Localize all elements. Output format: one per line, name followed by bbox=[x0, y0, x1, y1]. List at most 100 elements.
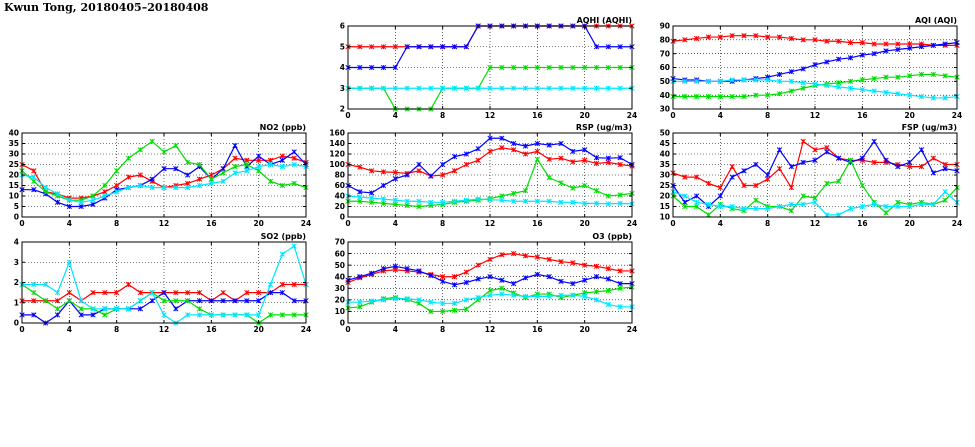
data-point-green bbox=[788, 88, 794, 94]
data-point-cyan bbox=[741, 77, 747, 83]
data-point-cyan bbox=[357, 299, 363, 305]
data-point-cyan bbox=[942, 95, 948, 101]
data-point-blue bbox=[196, 298, 203, 304]
data-point-blue bbox=[776, 147, 783, 153]
data-point-green bbox=[54, 306, 61, 312]
data-point-green bbox=[930, 71, 936, 78]
data-point-blue bbox=[558, 140, 564, 147]
data-point-blue bbox=[859, 155, 865, 161]
data-point-green bbox=[753, 92, 759, 98]
x-tick-label: 20 bbox=[579, 219, 589, 228]
data-point-blue bbox=[753, 161, 759, 168]
data-point-cyan bbox=[942, 189, 948, 195]
data-point-cyan bbox=[499, 85, 505, 91]
y-tick-label: 40 bbox=[335, 272, 345, 281]
data-point-cyan bbox=[173, 184, 179, 191]
y-tick-label: 90 bbox=[660, 22, 670, 31]
data-point-cyan bbox=[871, 88, 877, 94]
data-point-red bbox=[682, 37, 688, 43]
data-point-cyan bbox=[487, 197, 493, 203]
data-point-blue bbox=[812, 62, 818, 68]
data-point-blue bbox=[475, 276, 481, 282]
data-point-red bbox=[66, 289, 72, 296]
data-point-green bbox=[741, 93, 747, 100]
data-point-green bbox=[800, 85, 806, 91]
x-tick-label: 4 bbox=[718, 219, 723, 228]
data-point-cyan bbox=[918, 93, 925, 100]
data-point-cyan bbox=[102, 193, 108, 199]
data-point-blue bbox=[404, 172, 410, 178]
data-point-cyan bbox=[765, 205, 771, 212]
data-point-cyan bbox=[451, 300, 458, 306]
data-point-cyan bbox=[125, 306, 132, 312]
data-point-cyan bbox=[428, 85, 434, 91]
y-tick-label: 120 bbox=[329, 150, 345, 159]
y-tick-label: 5 bbox=[14, 202, 19, 211]
data-point-red bbox=[871, 159, 877, 166]
data-point-blue bbox=[694, 193, 700, 199]
data-point-red bbox=[173, 289, 179, 296]
data-point-cyan bbox=[404, 198, 410, 204]
data-point-red bbox=[392, 169, 398, 176]
data-point-cyan bbox=[267, 281, 274, 288]
y-tick-label: 60 bbox=[335, 181, 345, 190]
data-point-green bbox=[582, 182, 588, 189]
data-point-green bbox=[161, 298, 167, 304]
data-point-blue bbox=[369, 190, 375, 196]
data-point-cyan bbox=[369, 85, 375, 91]
x-tick-label: 4 bbox=[393, 219, 398, 228]
data-point-blue bbox=[161, 166, 167, 172]
data-point-cyan bbox=[102, 306, 108, 312]
y-tick-label: 30 bbox=[335, 284, 345, 293]
data-point-blue bbox=[463, 44, 469, 50]
data-point-cyan bbox=[185, 312, 191, 318]
data-point-cyan bbox=[357, 85, 363, 91]
x-tick-label: 12 bbox=[810, 111, 820, 120]
data-point-blue bbox=[776, 71, 783, 78]
data-point-red bbox=[534, 148, 540, 155]
data-point-red bbox=[776, 34, 783, 40]
chart-title: FSP (ug/m3) bbox=[902, 123, 957, 132]
y-tick-label: 20 bbox=[660, 192, 670, 201]
data-point-red bbox=[291, 281, 297, 288]
data-point-cyan bbox=[534, 198, 540, 204]
x-tick-label: 0 bbox=[19, 219, 24, 228]
data-point-cyan bbox=[463, 197, 469, 203]
data-point-green bbox=[499, 193, 505, 199]
data-point-cyan bbox=[741, 205, 747, 212]
data-point-red bbox=[593, 263, 600, 269]
data-point-blue bbox=[90, 312, 96, 318]
data-point-red bbox=[463, 269, 469, 275]
y-tick-label: 50 bbox=[660, 77, 670, 86]
x-tick-label: 24 bbox=[952, 219, 962, 228]
data-point-cyan bbox=[31, 281, 37, 288]
data-point-green bbox=[859, 182, 865, 189]
data-point-blue bbox=[871, 138, 877, 145]
data-point-blue bbox=[416, 161, 422, 168]
data-point-blue bbox=[256, 153, 262, 159]
data-point-cyan bbox=[244, 168, 250, 174]
data-point-green bbox=[836, 178, 842, 184]
data-point-cyan bbox=[729, 203, 735, 210]
data-point-red bbox=[102, 289, 108, 296]
x-tick-label: 0 bbox=[670, 219, 675, 228]
data-point-green bbox=[43, 189, 49, 195]
data-point-red bbox=[729, 163, 735, 170]
data-point-green bbox=[511, 190, 517, 197]
data-point-cyan bbox=[161, 312, 167, 318]
y-tick-label: 160 bbox=[329, 129, 345, 138]
data-point-red bbox=[279, 281, 285, 288]
data-point-cyan bbox=[267, 161, 274, 168]
data-point-blue bbox=[31, 187, 37, 193]
data-point-blue bbox=[717, 193, 723, 199]
data-point-red bbox=[682, 174, 688, 180]
chart-title: NO2 (ppb) bbox=[260, 123, 306, 132]
data-point-cyan bbox=[570, 292, 576, 298]
data-point-green bbox=[534, 156, 540, 162]
data-point-blue bbox=[161, 289, 167, 296]
y-tick-label: 25 bbox=[660, 181, 670, 190]
chart-title: AQHI (AQHI) bbox=[577, 16, 632, 25]
data-point-blue bbox=[605, 276, 611, 282]
data-point-cyan bbox=[440, 199, 446, 205]
